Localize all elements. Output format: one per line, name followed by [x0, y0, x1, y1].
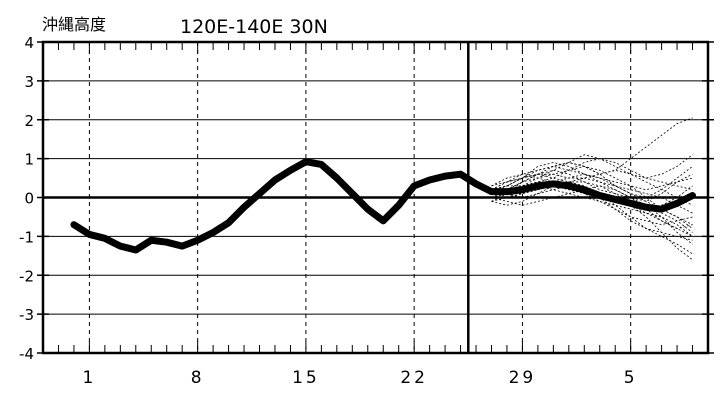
data-point: [211, 230, 215, 234]
data-point: [567, 184, 571, 188]
data-point: [598, 194, 602, 198]
data-point: [381, 219, 385, 223]
ensemble-member-4: [491, 181, 693, 255]
data-point: [397, 203, 401, 207]
ensemble-member-16: [491, 158, 693, 191]
tick-labels: 4 3 2 1 0 -1 -2 -3 -4 1 8 15 22 29 5: [19, 34, 638, 388]
data-point: [691, 194, 695, 198]
data-point: [428, 178, 432, 182]
data-point: [319, 162, 323, 166]
data-point: [366, 207, 370, 211]
ensemble-member-12: [491, 166, 693, 198]
data-point: [258, 192, 262, 196]
data-point: [520, 188, 524, 192]
y-tick-label: -3: [19, 306, 34, 324]
data-point: [551, 182, 555, 186]
y-tick-label: 1: [24, 151, 34, 169]
ensemble-member-9: [491, 162, 693, 194]
data-point: [644, 205, 648, 209]
data-point: [335, 176, 339, 180]
data-point: [505, 190, 509, 194]
ensemble-member-2: [491, 165, 693, 214]
data-point: [304, 160, 308, 164]
data-point: [103, 236, 107, 240]
data-point: [288, 168, 292, 172]
analysis-series: [70, 158, 697, 254]
y-tick-label: 4: [24, 34, 34, 52]
x-tick-label: 1: [82, 368, 96, 388]
x-tick-label: 8: [191, 368, 205, 388]
data-point: [536, 184, 540, 188]
y-tick-label: -2: [19, 267, 34, 285]
ensemble-member-17: [491, 181, 693, 230]
ensemble-member-15: [491, 169, 693, 245]
y-tick-label: -1: [19, 228, 34, 246]
data-point: [134, 248, 138, 252]
data-point: [165, 240, 169, 244]
ensemble-member-5: [491, 165, 693, 226]
x-tick-label: 22: [400, 368, 428, 388]
ensemble-member-1: [491, 154, 693, 195]
chart-title: 沖縄高度: [42, 15, 106, 34]
y-tick-label: 2: [24, 112, 34, 130]
data-point: [72, 223, 76, 227]
ensemble-member-19: [491, 173, 693, 202]
data-point: [196, 238, 200, 242]
data-point: [459, 172, 463, 176]
data-point: [613, 197, 617, 201]
data-point: [273, 178, 277, 182]
axes: [37, 40, 714, 355]
data-point: [242, 205, 246, 209]
x-tick-label: 5: [624, 368, 638, 388]
data-point: [412, 184, 416, 188]
data-point: [675, 201, 679, 205]
ensemble-member-18: [491, 185, 693, 237]
chart-subtitle: 120E-140E 30N: [180, 16, 328, 38]
data-point: [350, 192, 354, 196]
x-tick-label: 29: [509, 368, 537, 388]
data-point: [629, 201, 633, 205]
data-point: [582, 188, 586, 192]
data-point: [489, 190, 493, 194]
y-tick-label: -4: [19, 345, 34, 363]
data-point: [227, 221, 231, 225]
data-point: [474, 182, 478, 186]
data-point: [443, 174, 447, 178]
data-point: [87, 232, 91, 236]
y-tick-label: 0: [24, 190, 34, 208]
x-tick-label: 15: [292, 368, 320, 388]
data-point: [660, 207, 664, 211]
ensemble-member-0: [491, 117, 693, 198]
ensemble-member-3: [491, 185, 693, 261]
y-tick-label: 3: [24, 73, 34, 91]
data-point: [149, 238, 153, 242]
data-point: [118, 244, 122, 248]
data-point: [180, 244, 184, 248]
